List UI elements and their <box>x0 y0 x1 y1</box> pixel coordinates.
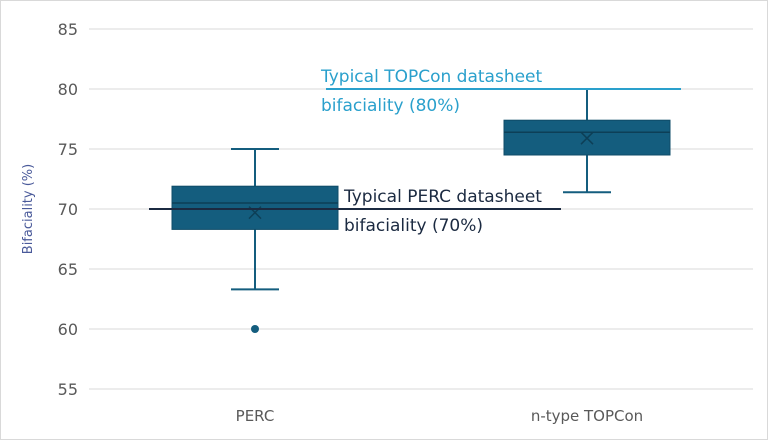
x-tick-label: n-type TOPCon <box>531 407 643 425</box>
outlier-point <box>251 325 259 333</box>
y-tick-label: 55 <box>58 380 78 399</box>
x-tick-label: PERC <box>236 407 275 425</box>
box <box>171 185 339 230</box>
reference-label: Typical TOPCon datasheet <box>320 67 543 87</box>
y-tick-label: 85 <box>58 20 78 39</box>
y-tick-label: 70 <box>58 200 78 219</box>
y-tick-label: 80 <box>58 80 78 99</box>
reference-label: bifaciality (80%) <box>321 96 460 116</box>
y-axis-label: Bifaciality (%) <box>21 164 36 254</box>
reference-label: bifaciality (70%) <box>344 216 483 236</box>
y-tick-label: 75 <box>58 140 78 159</box>
y-tick-label: 65 <box>58 260 78 279</box>
mean-marker <box>580 131 594 145</box>
y-tick-label: 60 <box>58 320 78 339</box>
reference-label: Typical PERC datasheet <box>343 187 542 207</box>
